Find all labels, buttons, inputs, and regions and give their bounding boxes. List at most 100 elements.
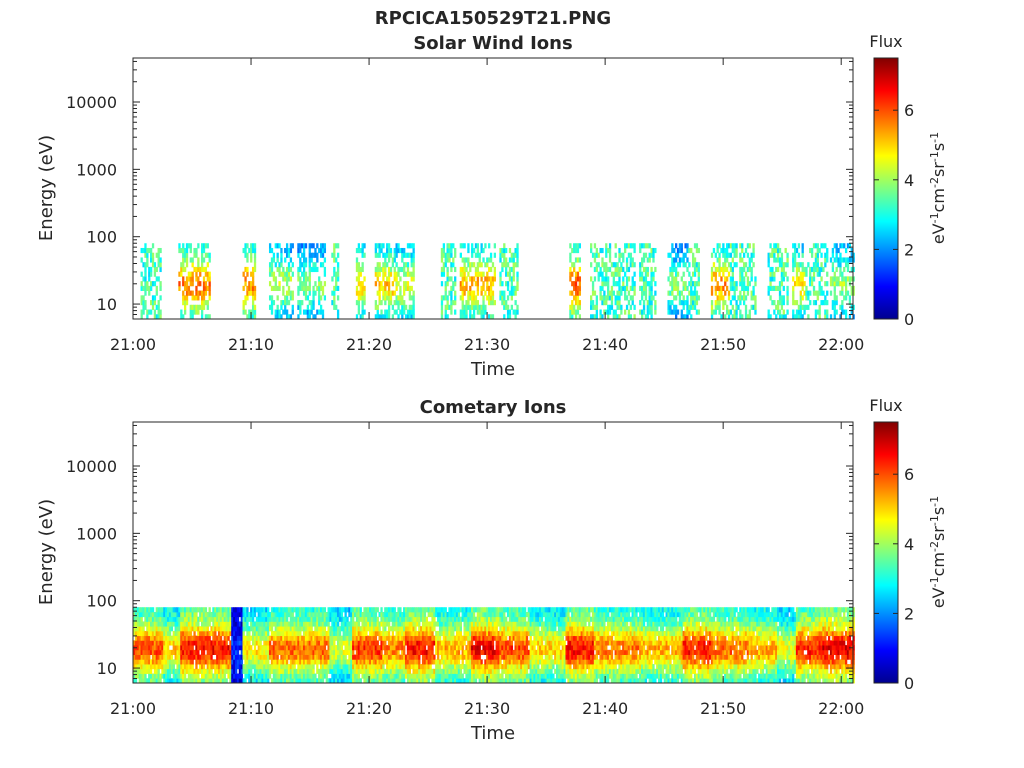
flux-cell — [369, 649, 372, 655]
flux-cell — [399, 616, 402, 622]
flux-cell — [140, 257, 143, 263]
flux-cell — [234, 659, 238, 665]
flux-cell — [454, 611, 457, 618]
flux-cell — [318, 607, 321, 613]
flux-cell — [843, 309, 846, 315]
flux-cell — [259, 645, 262, 651]
flux-cell — [136, 616, 140, 622]
flux-cell — [316, 654, 319, 660]
flux-cell — [726, 243, 729, 249]
flux-cell — [425, 664, 429, 670]
flux-cell — [151, 295, 155, 301]
flux-cell — [654, 290, 657, 296]
flux-cell — [387, 304, 391, 310]
flux-cell — [250, 252, 253, 258]
flux-cell — [155, 668, 158, 674]
flux-cell — [276, 640, 279, 646]
flux-cell — [340, 621, 344, 627]
flux-cell — [157, 276, 160, 282]
flux-cell — [223, 621, 226, 627]
x-tick-label: 21:40 — [582, 335, 628, 354]
flux-cell — [310, 616, 313, 622]
flux-cell — [219, 607, 223, 613]
flux-cell — [391, 640, 395, 646]
flux-cell — [386, 630, 389, 637]
flux-cell — [159, 640, 162, 646]
flux-cell — [393, 635, 396, 641]
flux-cell — [353, 654, 357, 660]
flux-cell — [346, 664, 349, 670]
flux-cell — [710, 271, 714, 277]
flux-cell — [353, 607, 357, 613]
flux-cell — [684, 252, 687, 258]
flux-cell — [378, 654, 381, 660]
flux-cell — [710, 290, 714, 296]
flux-cell — [165, 649, 168, 655]
flux-cell — [244, 309, 247, 315]
flux-cell — [374, 611, 378, 618]
flux-cell — [503, 257, 506, 263]
flux-cell — [202, 266, 206, 273]
flux-cell — [465, 314, 468, 320]
flux-cell — [204, 635, 208, 641]
flux-cell — [159, 247, 162, 254]
flux-cell — [155, 649, 158, 655]
flux-cell — [268, 243, 272, 249]
flux-cell — [233, 626, 236, 632]
flux-cell — [352, 678, 355, 684]
flux-cell — [835, 300, 838, 306]
flux-cell — [625, 304, 629, 310]
flux-cell — [280, 271, 283, 277]
flux-cell — [333, 649, 336, 655]
flux-cell — [278, 309, 281, 315]
flux-cell — [612, 314, 615, 320]
flux-cell — [352, 654, 355, 660]
flux-cell — [318, 285, 321, 291]
flux-cell — [238, 626, 242, 632]
flux-cell — [312, 285, 315, 291]
flux-cell — [780, 257, 784, 263]
flux-cell — [335, 626, 338, 632]
flux-cell — [301, 664, 304, 670]
flux-cell — [799, 262, 802, 268]
flux-cell — [676, 285, 680, 291]
flux-cell — [633, 262, 636, 268]
flux-cell — [189, 314, 192, 320]
flux-cell — [690, 314, 693, 320]
flux-cell — [276, 668, 279, 674]
flux-cell — [338, 630, 342, 637]
flux-cell — [693, 295, 697, 301]
flux-cell — [155, 607, 158, 613]
flux-cell — [622, 266, 625, 273]
flux-cell — [350, 611, 353, 618]
flux-cell — [223, 659, 226, 665]
flux-cell — [291, 635, 294, 641]
flux-cell — [285, 290, 289, 296]
flux-cell — [697, 262, 700, 268]
flux-cell — [251, 243, 255, 249]
flux-cell — [191, 611, 194, 618]
flux-cell — [217, 664, 221, 670]
flux-cell — [442, 664, 446, 670]
flux-cell — [342, 673, 345, 679]
flux-cell — [244, 300, 247, 306]
flux-cell — [157, 668, 160, 674]
flux-cell — [822, 243, 825, 249]
flux-cell — [399, 640, 402, 646]
flux-cell — [329, 640, 332, 646]
flux-cell — [608, 257, 612, 263]
flux-cell — [420, 664, 423, 670]
flux-cell — [251, 621, 255, 627]
flux-cell — [793, 281, 797, 287]
flux-cell — [476, 309, 479, 315]
flux-cell — [421, 640, 425, 646]
flux-cell — [425, 635, 429, 641]
flux-cell — [370, 640, 374, 646]
flux-cell — [355, 626, 359, 632]
flux-cell — [376, 649, 379, 655]
flux-cell — [140, 649, 143, 655]
flux-cell — [516, 276, 519, 282]
flux-cell — [251, 635, 255, 641]
flux-cell — [138, 607, 141, 613]
flux-cell — [444, 290, 447, 296]
